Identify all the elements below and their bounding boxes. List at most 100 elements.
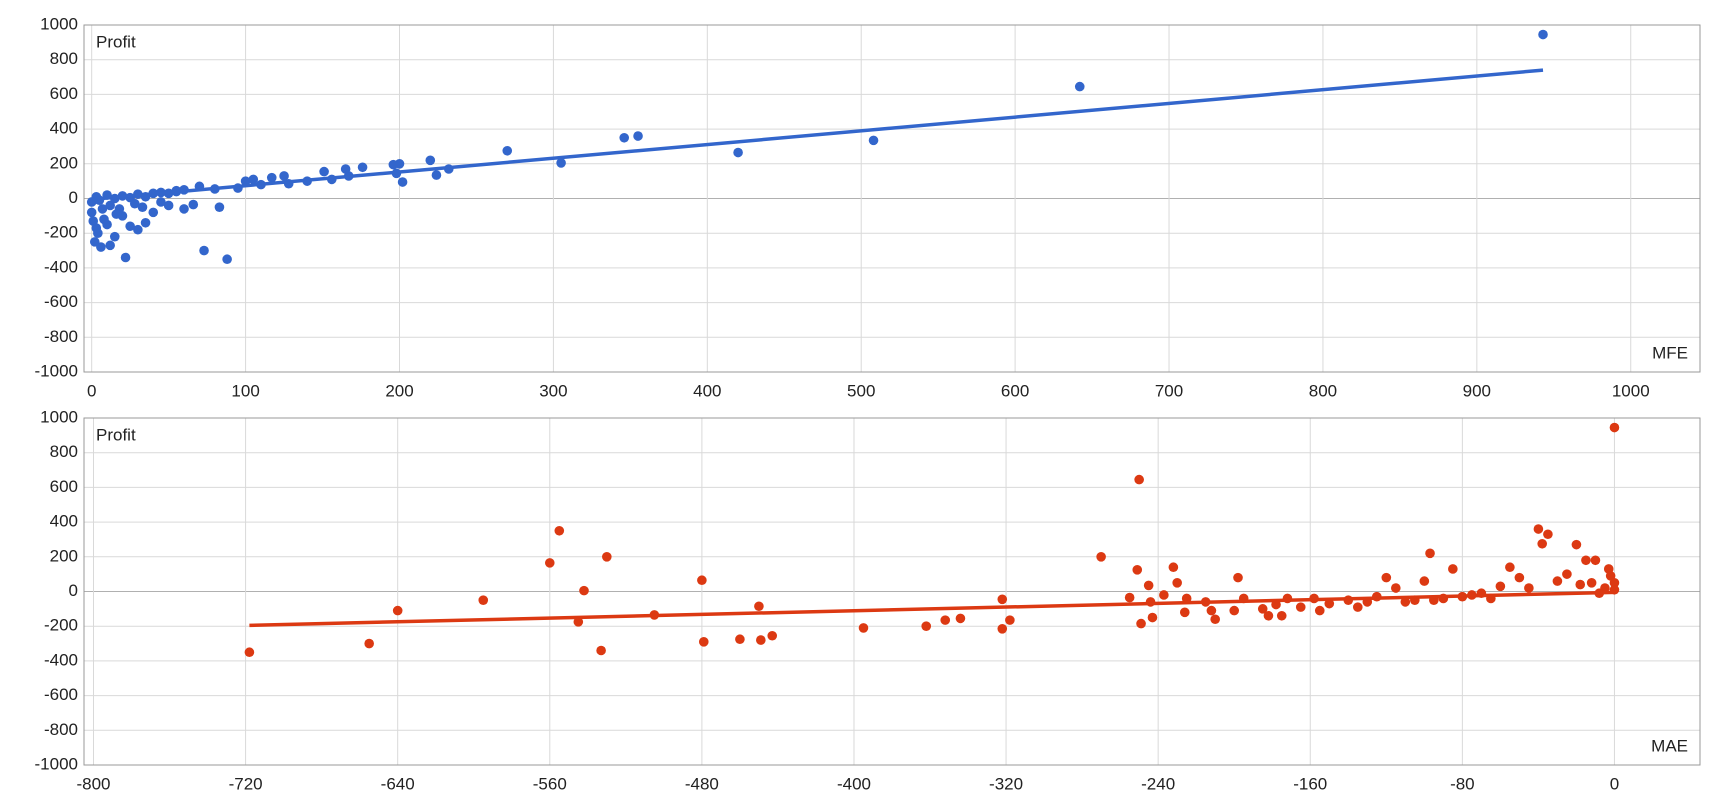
point xyxy=(120,252,131,263)
point xyxy=(222,254,232,265)
y-tick-label: 0 xyxy=(69,581,78,600)
point xyxy=(502,145,513,156)
point xyxy=(1575,579,1586,590)
x-tick-label: -720 xyxy=(229,774,263,793)
x-tick-label: -400 xyxy=(837,774,871,793)
y-tick-label: -200 xyxy=(44,616,78,635)
point xyxy=(129,198,140,209)
x-tick-label: -80 xyxy=(1450,774,1475,793)
point xyxy=(156,197,166,207)
y-tick-label: -600 xyxy=(44,685,78,704)
point xyxy=(698,637,709,647)
point xyxy=(97,204,108,214)
point xyxy=(1400,597,1411,607)
y-tick-label: 1000 xyxy=(40,407,78,426)
point xyxy=(735,634,745,645)
point xyxy=(1381,572,1392,583)
point xyxy=(596,645,606,656)
point xyxy=(163,200,174,211)
point xyxy=(997,624,1008,634)
point xyxy=(248,174,259,185)
y-tick-label: -800 xyxy=(44,720,78,739)
point xyxy=(1514,572,1525,583)
point xyxy=(109,231,120,242)
point xyxy=(1159,590,1169,600)
point xyxy=(1096,552,1106,562)
point xyxy=(214,202,225,212)
y-tick-label: -1000 xyxy=(35,754,78,773)
x-tick-label: -640 xyxy=(381,774,415,793)
point xyxy=(319,166,329,177)
x-axis-label: MAE xyxy=(1651,736,1688,755)
point xyxy=(199,245,209,256)
point xyxy=(955,613,966,624)
point xyxy=(697,575,707,586)
point xyxy=(1074,81,1085,92)
point xyxy=(244,647,255,658)
x-tick-label: -320 xyxy=(989,774,1023,793)
point xyxy=(431,170,442,180)
point xyxy=(179,204,189,214)
point xyxy=(767,630,778,641)
point xyxy=(1143,580,1154,591)
y-tick-label: -600 xyxy=(44,292,78,311)
x-tick-label: 700 xyxy=(1155,381,1183,400)
x-tick-label: 0 xyxy=(87,381,96,400)
x-axis-label: MFE xyxy=(1652,343,1688,362)
point xyxy=(1147,612,1158,623)
point xyxy=(633,131,643,141)
point xyxy=(1352,602,1363,612)
point xyxy=(1552,576,1563,586)
point xyxy=(1263,610,1274,621)
point xyxy=(1571,539,1582,550)
point xyxy=(1586,578,1597,588)
point xyxy=(940,615,951,625)
point xyxy=(1543,529,1553,540)
y-tick-label: -400 xyxy=(44,650,78,669)
point xyxy=(1210,614,1220,625)
point xyxy=(105,240,115,251)
point xyxy=(1505,562,1515,573)
y-tick-label: 400 xyxy=(50,512,78,531)
point xyxy=(1391,583,1401,593)
point xyxy=(125,221,135,232)
x-tick-label: -240 xyxy=(1141,774,1175,793)
point xyxy=(1276,610,1287,621)
x-tick-label: 800 xyxy=(1309,381,1337,400)
x-tick-label: 300 xyxy=(539,381,567,400)
y-axis-label: Profit xyxy=(96,425,136,444)
point xyxy=(1005,615,1015,625)
point xyxy=(478,595,489,605)
point xyxy=(1495,581,1506,592)
point xyxy=(1425,548,1435,559)
y-tick-label: -1000 xyxy=(35,361,78,380)
x-tick-label: -800 xyxy=(76,774,110,793)
point xyxy=(1581,555,1591,566)
point xyxy=(266,172,277,183)
point xyxy=(733,147,743,158)
point xyxy=(868,135,879,146)
x-tick-label: 900 xyxy=(1463,381,1491,400)
point xyxy=(188,199,199,210)
point xyxy=(392,605,403,616)
point xyxy=(148,207,159,218)
y-tick-label: 200 xyxy=(50,546,78,565)
x-tick-label: 600 xyxy=(1001,381,1029,400)
point xyxy=(340,164,351,174)
plot-frame xyxy=(83,417,1701,766)
point xyxy=(544,558,555,568)
point xyxy=(240,176,251,186)
plot-frame xyxy=(83,24,1701,373)
y-tick-label: 1000 xyxy=(40,14,78,33)
point xyxy=(554,525,565,536)
x-tick-label: 0 xyxy=(1610,774,1619,793)
point xyxy=(397,177,408,187)
point xyxy=(1609,422,1620,433)
point xyxy=(1179,607,1190,618)
y-tick-label: 600 xyxy=(50,477,78,496)
point xyxy=(1295,602,1306,612)
point xyxy=(619,132,630,143)
point xyxy=(602,552,612,562)
point xyxy=(137,202,148,212)
point xyxy=(425,155,436,166)
